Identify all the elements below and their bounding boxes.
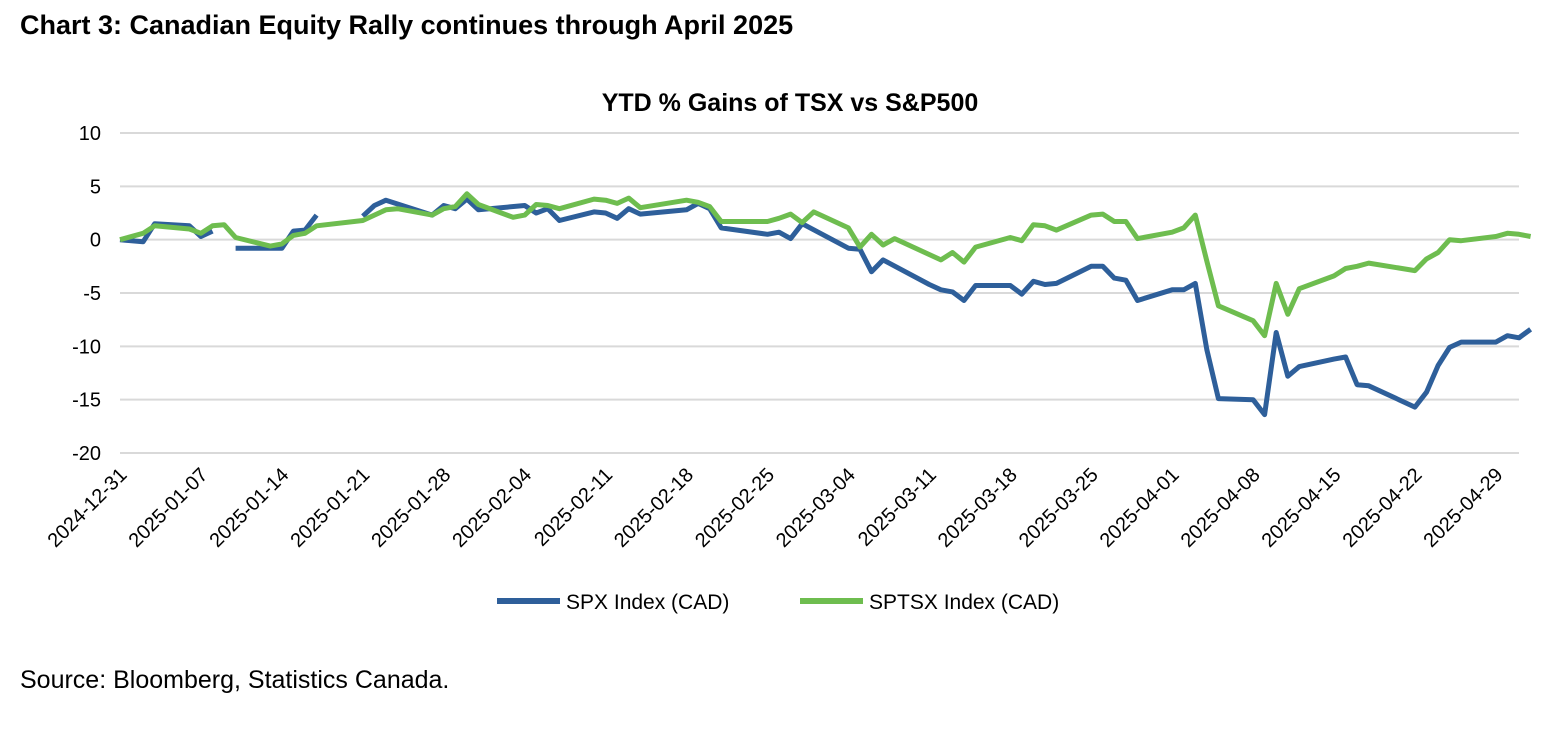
- y-tick-label: -20: [72, 443, 101, 465]
- legend: SPX Index (CAD) SPTSX Index (CAD): [497, 591, 1059, 614]
- y-tick-label: -10: [72, 336, 101, 358]
- x-tick-label: 2025-01-14: [206, 464, 294, 552]
- gridlines: [120, 132, 1519, 454]
- chart-title: YTD % Gains of TSX vs S&P500: [602, 89, 979, 117]
- series-line-spx: [119, 196, 1533, 418]
- y-axis: 10 5 0 -5 -10 -15 -20: [72, 123, 101, 465]
- x-tick-label: 2025-01-21: [286, 464, 374, 552]
- y-tick-label: 0: [90, 230, 101, 252]
- report-heading: Chart 3: Canadian Equity Rally continues…: [20, 10, 794, 40]
- y-tick-label: 10: [79, 123, 101, 145]
- series-line-sptsx: [119, 191, 1532, 339]
- x-tick-label: 2025-04-01: [1096, 464, 1184, 552]
- y-tick-label: 5: [90, 176, 101, 198]
- x-tick-label: 2025-02-04: [448, 464, 536, 552]
- x-tick-label: 2025-01-28: [367, 464, 455, 552]
- legend-label: SPTSX Index (CAD): [869, 591, 1059, 614]
- x-axis: 2024-12-312025-01-072025-01-142025-01-21…: [44, 464, 1508, 552]
- y-tick-label: -5: [83, 283, 101, 305]
- x-tick-label: 2024-12-31: [44, 464, 132, 552]
- x-tick-label: 2025-04-08: [1177, 464, 1265, 552]
- x-tick-label: 2025-03-04: [772, 464, 860, 552]
- x-tick-label: 2025-02-25: [691, 464, 779, 552]
- series-lines: [119, 191, 1533, 418]
- legend-label: SPX Index (CAD): [566, 591, 729, 614]
- x-tick-label: 2025-03-18: [934, 464, 1022, 552]
- x-tick-label: 2025-04-29: [1420, 464, 1508, 552]
- x-tick-label: 2025-04-15: [1258, 464, 1346, 552]
- x-tick-label: 2025-02-18: [610, 464, 698, 552]
- x-tick-label: 2025-03-11: [854, 464, 941, 551]
- x-tick-label: 2025-03-25: [1015, 464, 1103, 552]
- x-tick-label: 2025-02-11: [530, 464, 617, 551]
- x-tick-label: 2025-01-07: [125, 464, 213, 552]
- x-tick-label: 2025-04-22: [1339, 464, 1427, 552]
- source-note: Source: Bloomberg, Statistics Canada.: [20, 666, 450, 694]
- y-tick-label: -15: [72, 390, 101, 412]
